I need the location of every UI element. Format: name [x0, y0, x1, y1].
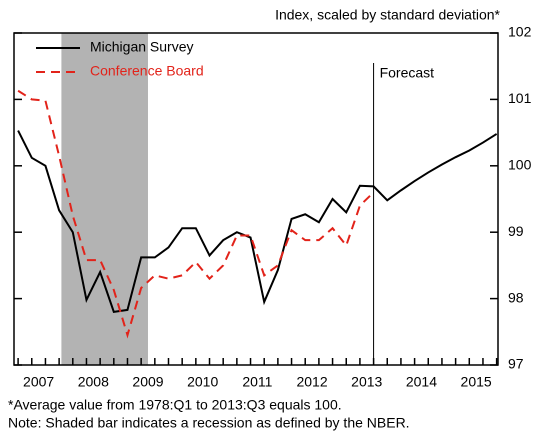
legend-label: Michigan Survey	[90, 39, 194, 55]
forecast-label: Forecast	[380, 65, 435, 81]
y-tick-label: 98	[508, 289, 524, 305]
y-tick-label: 101	[508, 90, 532, 106]
x-tick-label: 2010	[187, 374, 218, 390]
x-tick-label: 2015	[461, 374, 492, 390]
y-tick-label: 97	[508, 356, 524, 372]
chart-title: Index, scaled by standard deviation*	[275, 7, 500, 23]
x-tick-label: 2007	[23, 374, 54, 390]
plot-frame	[13, 32, 499, 366]
legend-label: Conference Board	[90, 63, 204, 79]
x-tick-label: 2012	[296, 374, 327, 390]
x-tick-label: 2014	[406, 374, 437, 390]
recession-band	[61, 33, 148, 365]
x-tick-label: 2008	[78, 374, 109, 390]
y-tick-label: 99	[508, 223, 524, 239]
y-tick-label: 100	[508, 157, 532, 173]
x-tick-label: 2011	[242, 374, 272, 390]
x-tick-label: 2013	[351, 374, 382, 390]
x-tick-label: 2009	[132, 374, 163, 390]
series-line	[17, 130, 498, 313]
y-tick-label: 102	[508, 24, 532, 40]
footnote: Note: Shaded bar indicates a recession a…	[8, 415, 410, 431]
footnote: *Average value from 1978:Q1 to 2013:Q3 e…	[8, 397, 342, 413]
